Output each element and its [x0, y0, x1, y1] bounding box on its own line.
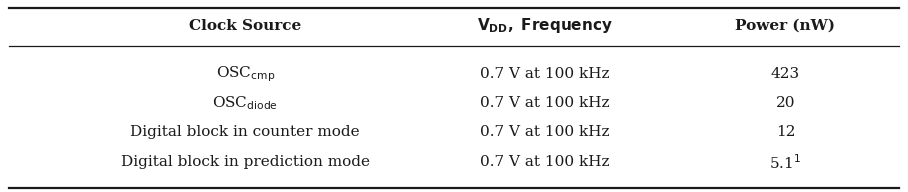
Text: 5.1$^{\mathrm{1}}$: 5.1$^{\mathrm{1}}$: [769, 153, 802, 172]
Text: 0.7 V at 100 kHz: 0.7 V at 100 kHz: [480, 96, 609, 110]
Text: OSC$_{\mathrm{diode}}$: OSC$_{\mathrm{diode}}$: [212, 94, 278, 112]
Text: 0.7 V at 100 kHz: 0.7 V at 100 kHz: [480, 67, 609, 81]
Text: 20: 20: [775, 96, 795, 110]
Text: 0.7 V at 100 kHz: 0.7 V at 100 kHz: [480, 125, 609, 138]
Text: Digital block in counter mode: Digital block in counter mode: [131, 125, 360, 138]
Text: Digital block in prediction mode: Digital block in prediction mode: [121, 155, 370, 169]
Text: 0.7 V at 100 kHz: 0.7 V at 100 kHz: [480, 155, 609, 169]
Text: 423: 423: [771, 67, 800, 81]
Text: OSC$_{\mathrm{cmp}}$: OSC$_{\mathrm{cmp}}$: [215, 64, 275, 84]
Text: Clock Source: Clock Source: [189, 19, 301, 33]
Text: 12: 12: [775, 125, 795, 138]
Text: Power (nW): Power (nW): [735, 19, 835, 33]
Text: $\mathbf{V}_{\mathbf{DD}}$$\mathbf{,\ Frequency}$: $\mathbf{V}_{\mathbf{DD}}$$\mathbf{,\ Fr…: [477, 17, 613, 35]
